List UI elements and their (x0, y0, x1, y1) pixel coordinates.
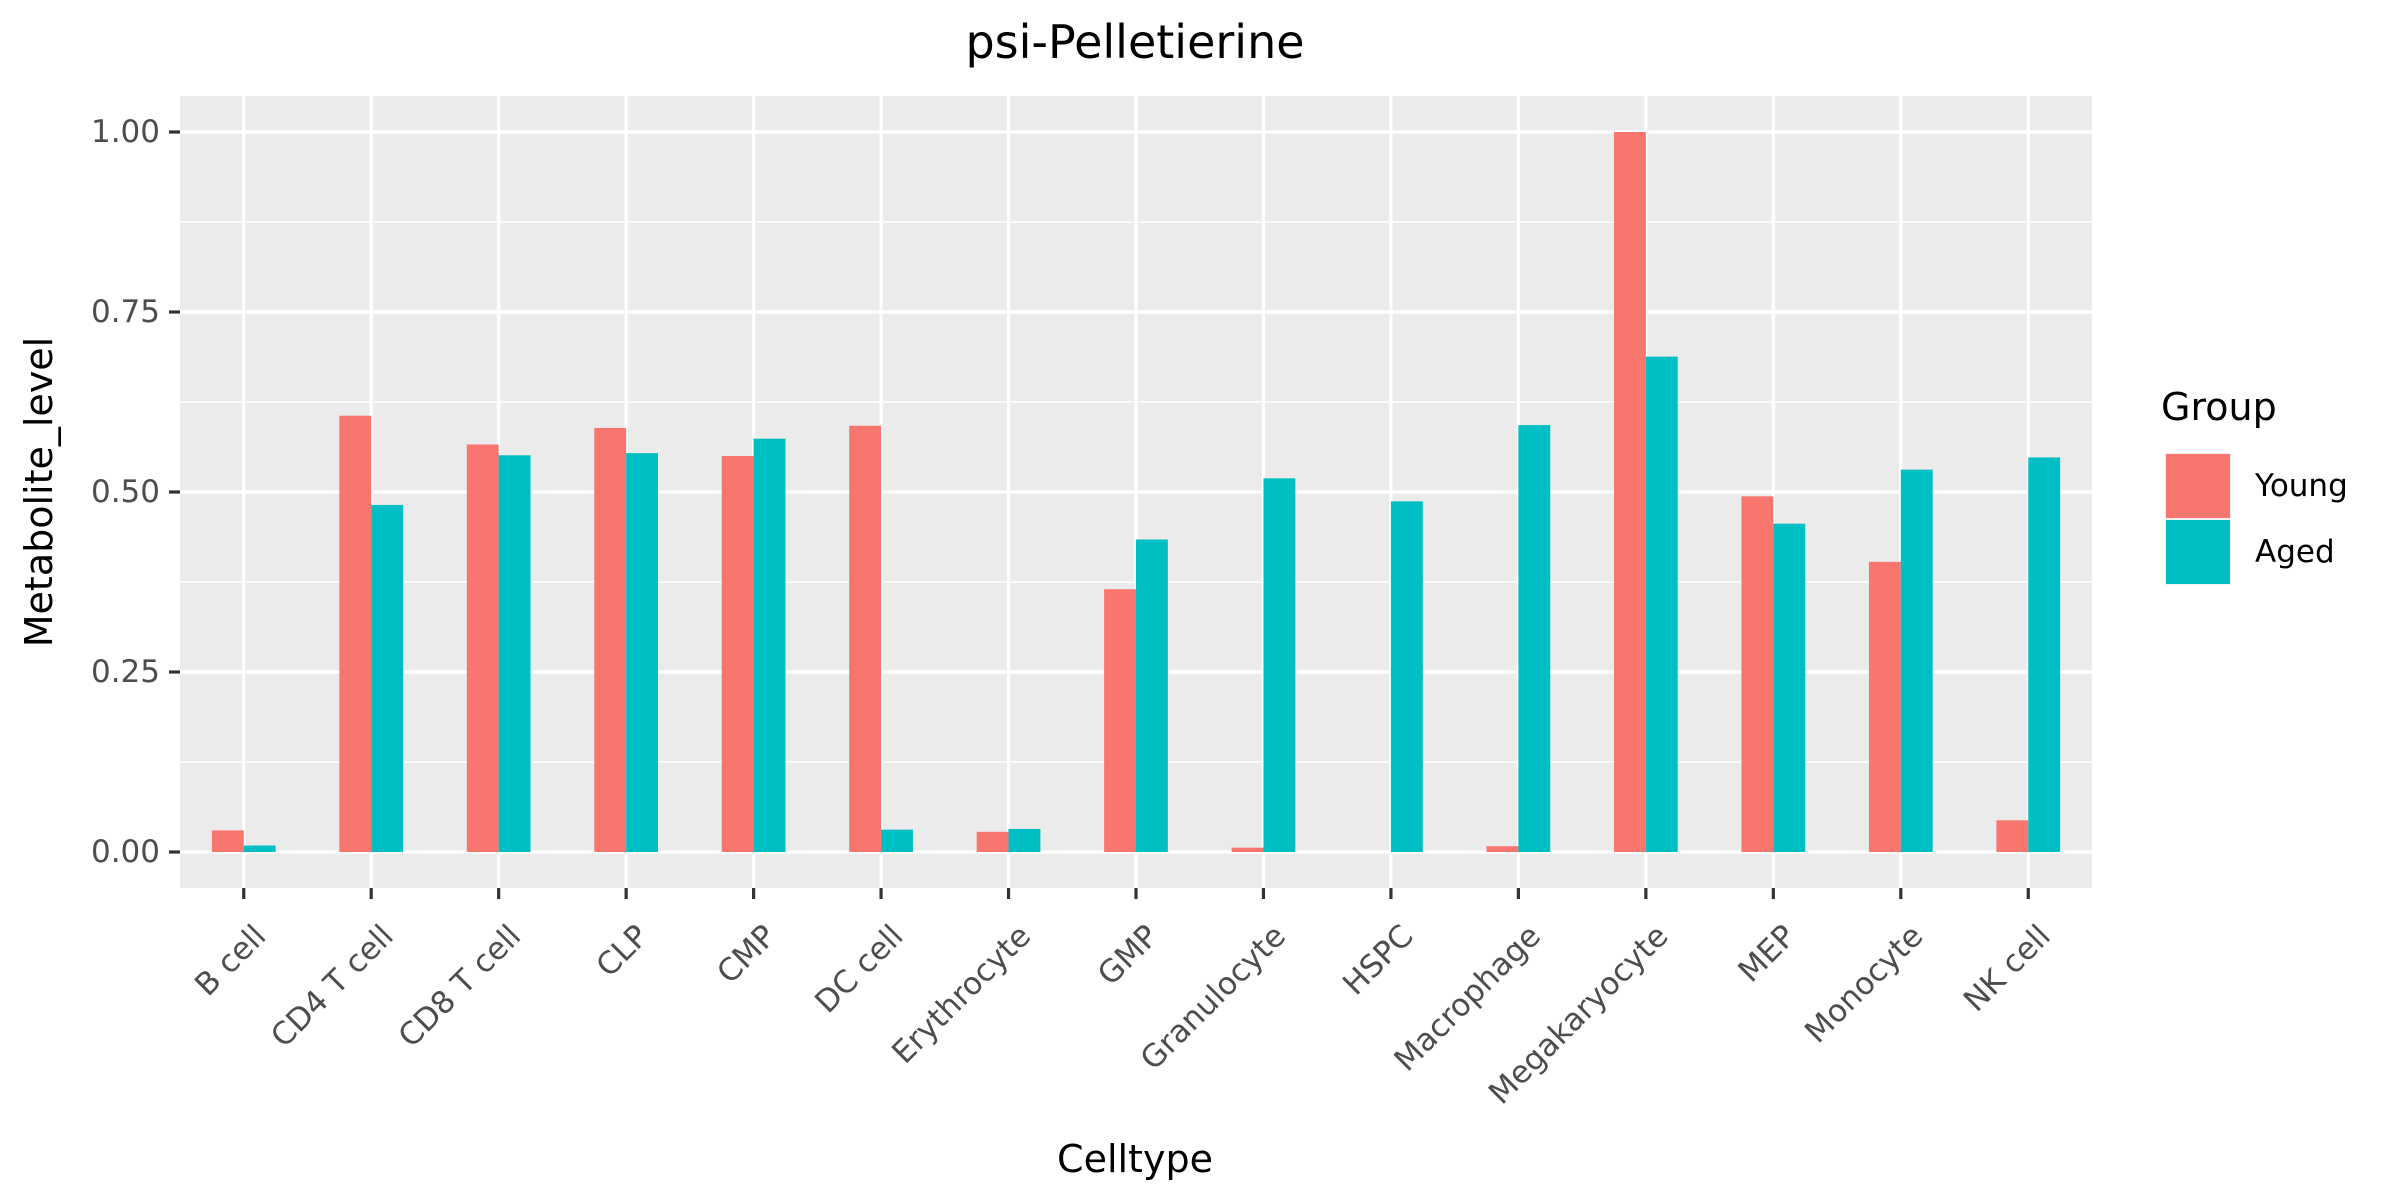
x-axis-title: Celltype (1057, 1137, 1213, 1181)
y-tick-label: 0.50 (91, 474, 160, 510)
y-axis-title: Metabolite_level (17, 337, 61, 647)
bar-aged (1390, 501, 1423, 852)
bar-young (211, 830, 244, 852)
y-tick-label: 0.25 (91, 654, 160, 690)
bar-aged (371, 504, 404, 852)
bar-young (1231, 847, 1264, 852)
bar-aged (881, 829, 913, 852)
legend: Group Young Aged (2161, 385, 2348, 585)
bar-young (1996, 820, 2029, 852)
bar-young (594, 427, 627, 852)
bar-aged (498, 455, 531, 852)
bar-aged (1645, 356, 1678, 852)
y-axis: 0.00 0.25 0.50 0.75 1.00 (91, 114, 180, 870)
chart-title: psi-Pelletierine (965, 15, 1304, 69)
bar-young (976, 831, 1009, 852)
legend-title: Group (2161, 385, 2277, 429)
bar-young (339, 415, 372, 852)
legend-label-aged: Aged (2255, 534, 2335, 570)
bar-aged (1008, 828, 1041, 852)
bar-young (1741, 496, 1774, 852)
bar-young (466, 444, 499, 852)
y-tick-label: 0.75 (91, 294, 160, 330)
bar-young (1104, 589, 1136, 852)
bar-aged (1773, 523, 1806, 852)
y-tick-label: 0.00 (91, 834, 160, 870)
bar-aged (243, 845, 276, 852)
bar-young (1868, 561, 1901, 852)
bar-aged (753, 438, 786, 852)
bar-young (849, 425, 882, 852)
bar-aged (2028, 457, 2061, 852)
legend-key-aged (2166, 520, 2230, 584)
bars-layer (211, 132, 2061, 852)
bar-young (1614, 132, 1646, 852)
bar-young (721, 456, 754, 852)
bar-aged (1518, 425, 1551, 852)
y-tick-label: 1.00 (91, 114, 160, 150)
bar-young (1486, 846, 1519, 852)
bar-aged (1900, 469, 1933, 852)
bar-aged (626, 453, 658, 852)
bar-aged (1263, 478, 1296, 852)
legend-key-young (2166, 454, 2230, 518)
bar-aged (1136, 539, 1168, 852)
legend-label-young: Young (2254, 468, 2348, 504)
